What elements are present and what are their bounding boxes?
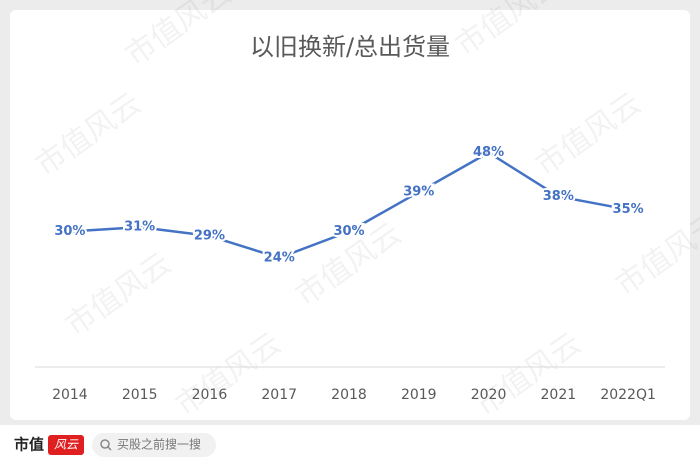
- x-tick-label: 2021: [541, 387, 577, 403]
- chart-title: 以旧换新/总出货量: [250, 33, 450, 61]
- x-tick-label: 2019: [401, 387, 437, 403]
- x-tick-label: 2017: [261, 387, 297, 403]
- line: [69, 151, 629, 260]
- x-tick-label: 2018: [331, 387, 367, 403]
- logo: 风云: [54, 438, 79, 452]
- x-tick-label: 2022Q1: [600, 387, 656, 403]
- search-icon-handle: [107, 446, 112, 451]
- data-label: 38%: [543, 189, 574, 204]
- data-label: 39%: [403, 185, 434, 200]
- data-label: 48%: [473, 145, 504, 160]
- data-label: 30%: [54, 224, 85, 239]
- x-tick-label: 2020: [471, 387, 507, 403]
- panel: [10, 10, 690, 420]
- data-label: 29%: [194, 228, 225, 243]
- x-tick-label: 2014: [52, 387, 88, 403]
- search-icon: [100, 439, 110, 449]
- x-tick-label: 2015: [122, 387, 158, 403]
- logo-box: [48, 435, 84, 455]
- data-label: 30%: [333, 224, 364, 239]
- x-tick-label: 2016: [192, 387, 228, 403]
- data-label: 24%: [264, 250, 295, 265]
- data-label: 31%: [124, 220, 155, 235]
- brand: 市值: [14, 436, 44, 454]
- search-box[interactable]: [92, 433, 216, 457]
- search-text[interactable]: 买股之前搜一搜: [117, 437, 201, 452]
- data-label: 35%: [613, 202, 644, 217]
